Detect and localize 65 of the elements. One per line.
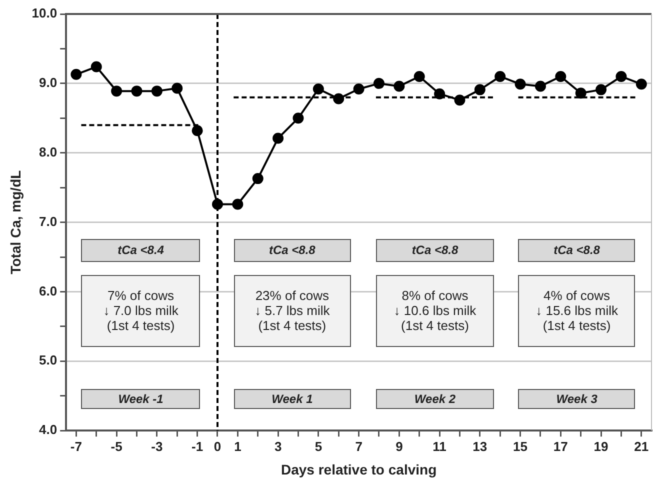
point [90, 61, 102, 72]
note-box: tCa <8.4 [81, 238, 200, 262]
point [292, 112, 304, 124]
x-tick-label: 15 [513, 438, 528, 454]
note-box: 23% of cows ↓ 5.7 lbs milk (1st 4 tests) [234, 275, 351, 347]
x-tick-label: -7 [70, 438, 82, 454]
point [373, 78, 384, 89]
x-tick-label: 5 [314, 438, 322, 454]
y-tick-label: 5.0 [39, 352, 58, 368]
note-box: Week 3 [518, 388, 636, 410]
point [252, 173, 264, 184]
note-box: tCa <8.8 [376, 238, 494, 262]
point [596, 84, 607, 96]
x-tick-label: 7 [355, 438, 362, 454]
y-tick-label: 8.0 [39, 144, 58, 160]
point [192, 125, 203, 136]
note-box: Week -1 [81, 388, 200, 410]
y-tick-label: 10.0 [32, 6, 58, 21]
note-box: 4% of cows ↓ 15.6 lbs milk (1st 4 tests) [518, 275, 636, 347]
point [494, 70, 506, 82]
x-tick-label: 0 [214, 438, 222, 454]
point [333, 93, 344, 104]
x-tick-label: 21 [634, 438, 649, 454]
x-tick-label: 17 [553, 438, 568, 454]
note-box: 8% of cows ↓ 10.6 lbs milk (1st 4 tests) [376, 275, 494, 347]
y-axis-title: Total Ca, mg/dL [7, 170, 24, 274]
point [312, 83, 324, 94]
x-tick-label: 1 [234, 438, 242, 454]
point [454, 94, 466, 106]
x-axis-title: Days relative to calving [280, 461, 437, 478]
note-box: tCa <8.8 [518, 238, 636, 262]
x-tick-label: 3 [274, 438, 282, 454]
point [636, 78, 647, 90]
point [272, 132, 284, 144]
point [111, 86, 122, 97]
y-tick-label: 9.0 [39, 75, 58, 90]
point [232, 198, 244, 210]
point [575, 88, 586, 99]
x-tick-label: 13 [472, 438, 488, 454]
x-tick-label: 19 [594, 438, 608, 454]
point [353, 83, 364, 94]
point [534, 80, 546, 92]
x-tick-label: -1 [192, 438, 204, 454]
y-tick-label: 6.0 [39, 283, 58, 298]
point [151, 86, 162, 97]
x-tick-label: -5 [110, 438, 122, 454]
point [434, 88, 446, 100]
note-box: tCa <8.8 [234, 238, 351, 262]
note-box: Week 2 [376, 388, 494, 410]
point [172, 82, 183, 94]
y-tick-label: 7.0 [39, 214, 58, 229]
x-tick-label: -3 [151, 438, 163, 454]
note-box: 7% of cows ↓ 7.0 lbs milk (1st 4 tests) [81, 275, 200, 347]
x-tick-label: 9 [396, 438, 403, 454]
y-tick-label: 4.0 [39, 422, 58, 438]
point [616, 70, 627, 82]
point [394, 80, 405, 92]
x-tick-label: 11 [432, 438, 446, 454]
point [555, 70, 566, 82]
point [414, 70, 425, 82]
note-box: Week 1 [234, 388, 351, 410]
point [131, 86, 142, 97]
point [474, 84, 486, 96]
point [514, 78, 526, 90]
point [70, 68, 82, 80]
